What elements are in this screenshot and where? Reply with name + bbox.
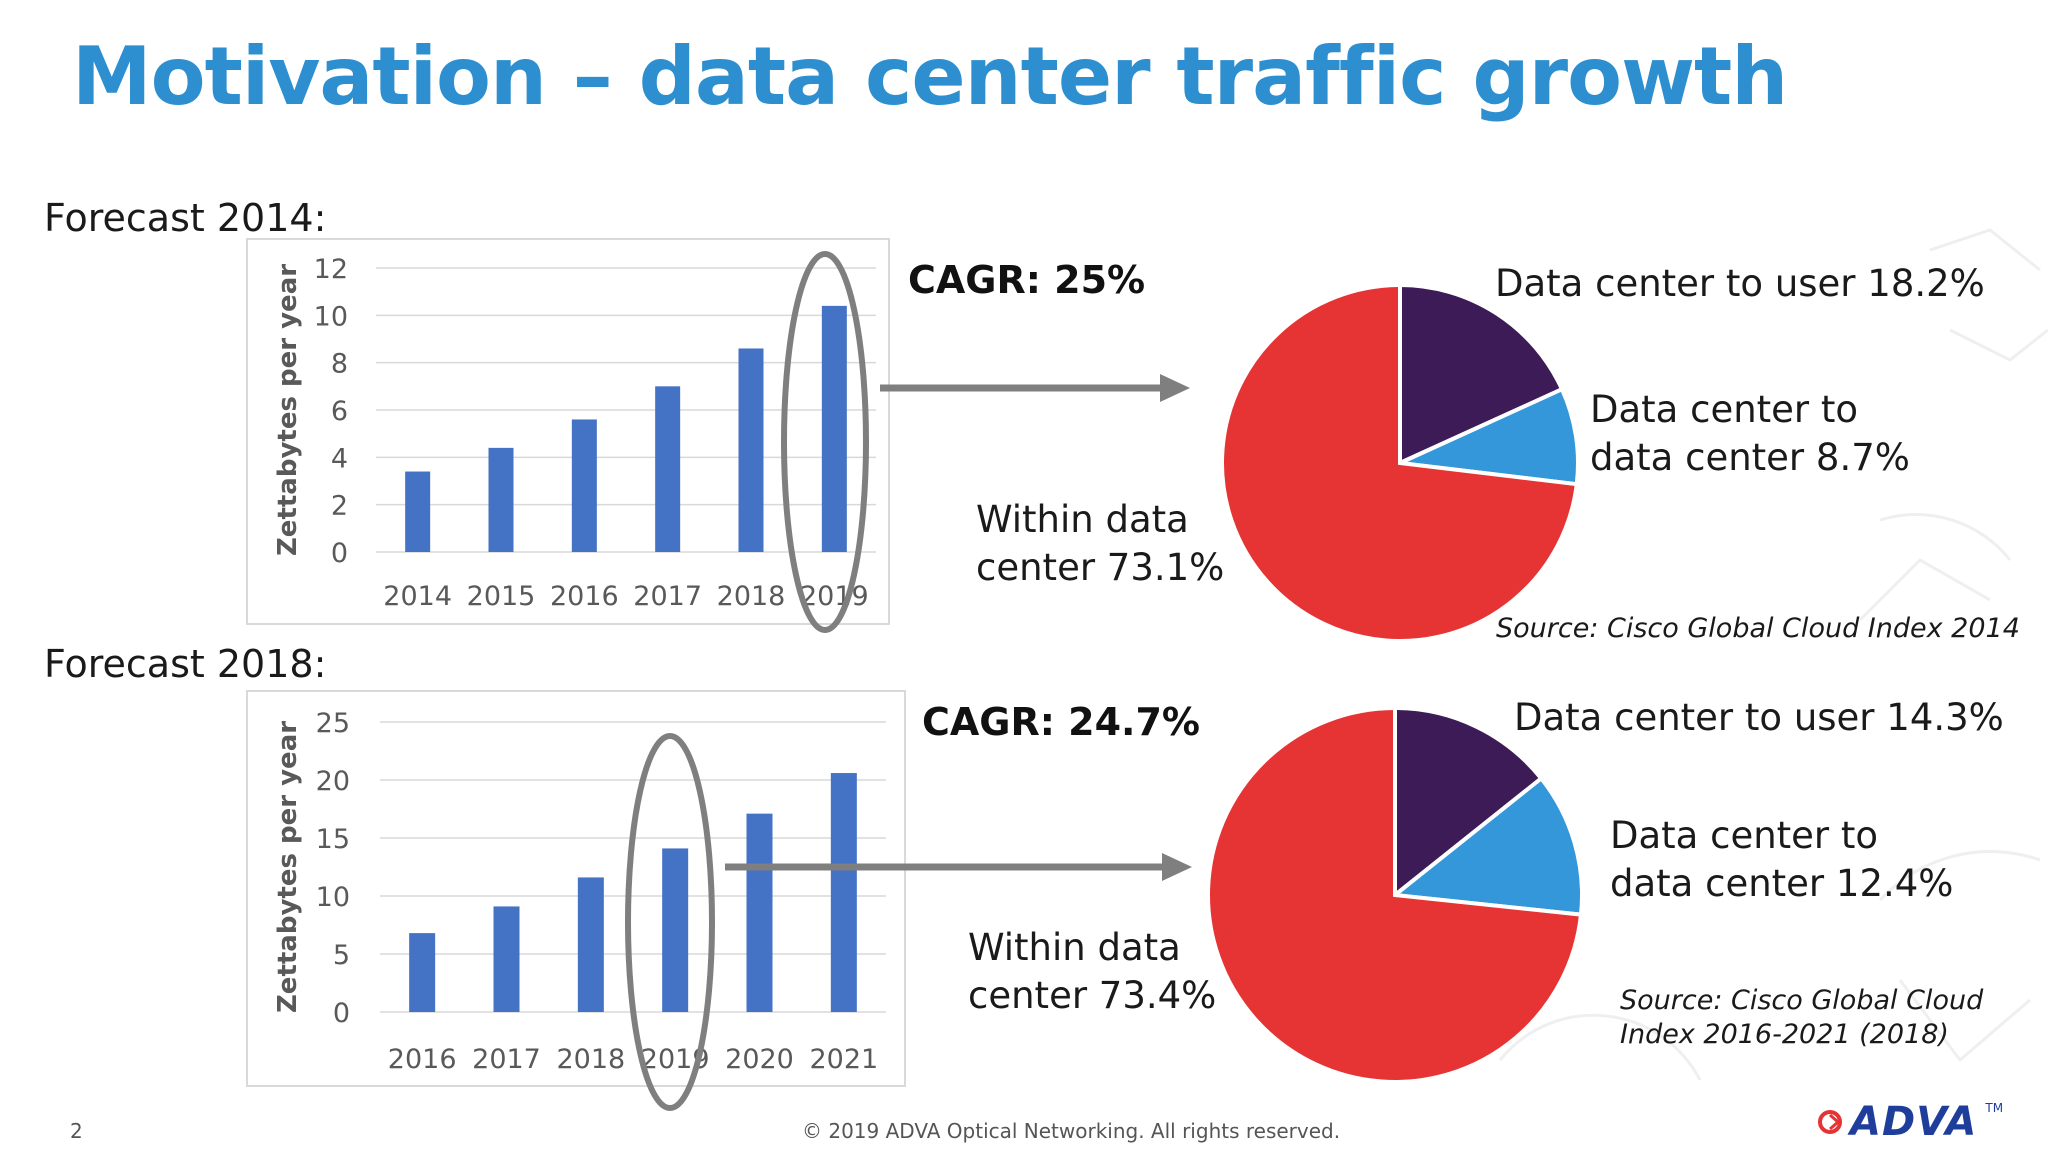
- bar-2017: [655, 386, 681, 552]
- bar-chart-2018-frame: 0 5 10 15 20 25 Zettabytes per year 2016 2017 201…: [246, 690, 906, 1087]
- x-tick-label: 2018: [556, 1044, 625, 1075]
- cagr-2018: CAGR: 24.7%: [922, 700, 1201, 744]
- bar-2019: [662, 848, 689, 1012]
- highlight-ellipse-2019: [781, 251, 869, 633]
- x-tick-label: 2016: [388, 1044, 457, 1075]
- arrow-head: [1162, 853, 1192, 881]
- pie-slice-data-center-to-user: [1398, 282, 1565, 467]
- x-tick-label: 2021: [809, 1044, 878, 1075]
- y-tick-label: 10: [316, 882, 350, 913]
- y-tick-label: 10: [314, 301, 348, 332]
- pie-2014-label-dc-to-dc-2: data center 8.7%: [1590, 436, 1910, 479]
- source-2014: Source: Cisco Global Cloud Index 2014: [1496, 613, 2020, 644]
- x-tick-label: 2019: [800, 581, 869, 612]
- adva-logo-mark-icon: [1818, 1110, 1842, 1134]
- source-2018-line-1: Source: Cisco Global Cloud: [1620, 985, 1984, 1016]
- pie-2014-label-within-1: Within data: [976, 498, 1189, 541]
- y-tick-label: 2: [331, 491, 348, 522]
- x-tick-label: 2017: [633, 581, 702, 612]
- pie-2018-label-dc-to-dc-1: Data center to: [1610, 814, 1879, 857]
- pie-2014-label-within-2: center 73.1%: [976, 546, 1225, 589]
- x-tick-label: 2020: [725, 1044, 794, 1075]
- bar-2016: [409, 933, 436, 1012]
- cagr-2014: CAGR: 25%: [908, 258, 1146, 302]
- x-tick-label: 2016: [550, 581, 619, 612]
- bar-chart-2018: 0 5 10 15 20 25 Zettabytes per year 2016 2017 201…: [273, 708, 886, 1075]
- y-tick-label: 5: [333, 940, 350, 971]
- slide-title: Motivation – data center traffic growth: [72, 30, 1788, 123]
- x-tick-label: 2017: [472, 1044, 541, 1075]
- y-axis-label: Zettabytes per year: [273, 721, 303, 1013]
- y-tick-label: 25: [316, 708, 350, 739]
- y-tick-label: 6: [331, 396, 348, 427]
- x-tick-label: 2018: [717, 581, 786, 612]
- highlight-ellipse-2019: [625, 733, 715, 1111]
- x-tick-label: 2014: [383, 581, 452, 612]
- pie-2014-label-dc-to-dc-1: Data center to: [1590, 388, 1859, 431]
- forecast-2018-label: Forecast 2018:: [44, 642, 327, 686]
- y-tick-label: 15: [316, 824, 350, 855]
- adva-logo-tm: TM: [1985, 1101, 2004, 1115]
- y-tick-label: 8: [331, 349, 348, 380]
- arrow-head: [1160, 374, 1190, 402]
- y-axis-label: Zettabytes per year: [273, 264, 303, 556]
- bar-2021: [830, 773, 857, 1012]
- adva-logo-text: ADVA: [1850, 1099, 1978, 1145]
- y-tick-label: 0: [333, 998, 350, 1029]
- adva-logo: ADVA TM: [1818, 1099, 2004, 1145]
- bar-2015: [488, 447, 514, 552]
- pie-2018-label-dc-to-dc-2: data center 12.4%: [1610, 862, 1954, 905]
- pie-2018-label-within-2: center 73.4%: [968, 974, 1217, 1017]
- pie-slice-data-center-to-user: [1393, 705, 1545, 900]
- y-tick-label: 4: [331, 443, 348, 474]
- pie-slice-within-data-center: [1220, 282, 1579, 643]
- source-2018-line-2: Index 2016-2021 (2018): [1620, 1019, 1949, 1050]
- bar-2017: [493, 906, 520, 1012]
- y-tick-label: 20: [316, 766, 350, 797]
- bar-2019: [821, 305, 847, 552]
- pie-2018-label-to-user: Data center to user 14.3%: [1514, 696, 2004, 739]
- x-tick-label: 2015: [467, 581, 536, 612]
- bar-chart-2014: 0 2 4 6 8 10 12 Zettabytes per year 2014 2015 2016…: [273, 254, 876, 612]
- bar-2016: [571, 419, 597, 552]
- bar-2020: [746, 813, 773, 1012]
- pie-2018-label-within-1: Within data: [968, 926, 1181, 969]
- pie-slice-data-center-to-data-center: [1389, 775, 1584, 917]
- page-number: 2: [70, 1119, 83, 1143]
- pie-slice-within-data-center: [1206, 705, 1584, 1084]
- forecast-2014-label: Forecast 2014:: [44, 196, 327, 240]
- pie-2014-label-to-user: Data center to user 18.2%: [1495, 262, 1985, 305]
- y-tick-label: 0: [331, 538, 348, 569]
- y-tick-label: 12: [314, 254, 348, 285]
- bar-2018: [738, 348, 764, 552]
- bar-2018: [577, 877, 604, 1012]
- bar-2014: [405, 471, 431, 552]
- copyright-footer: © 2019 ADVA Optical Networking. All righ…: [802, 1119, 1341, 1143]
